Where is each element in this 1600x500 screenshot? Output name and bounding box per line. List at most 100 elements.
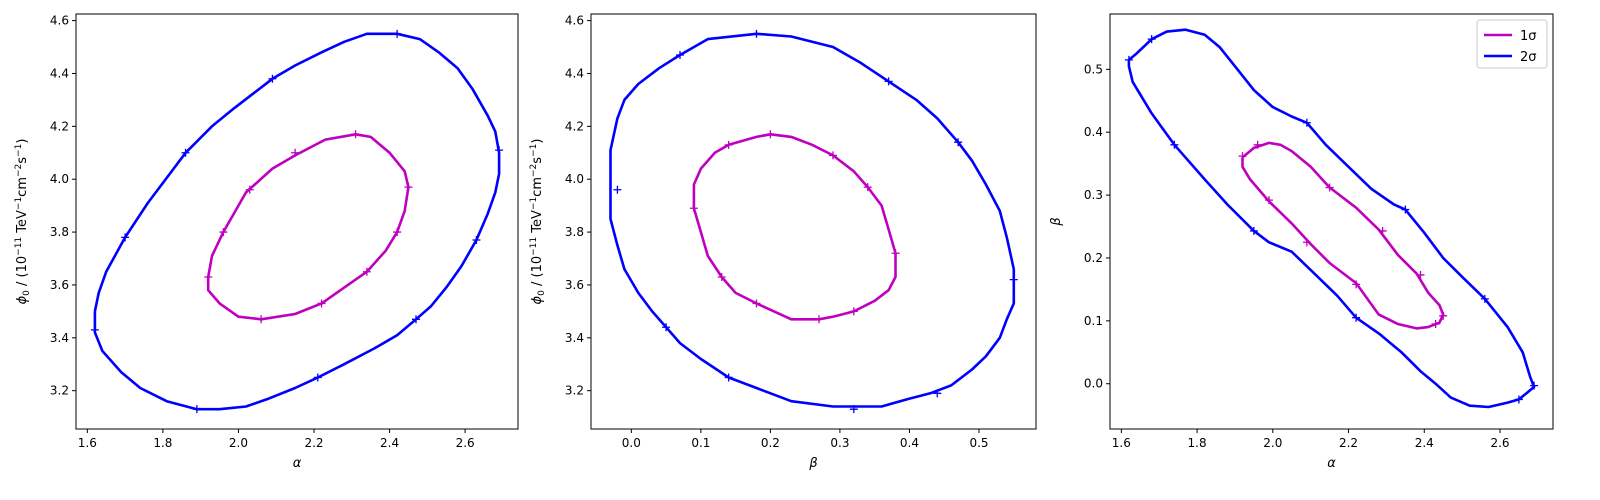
- data-point-marker: [1253, 140, 1262, 149]
- data-point-marker: [1431, 319, 1440, 328]
- data-point-marker: [1009, 275, 1018, 284]
- chart-panel-3: 1.6 1.8 2.0 2.2 2.4 2.6 0.0 0.1 0.2 0.3 0.4 0.5 α β 1σ…: [1049, 13, 1554, 471]
- y-tick-label: 0.4: [1084, 125, 1103, 139]
- data-point-marker: [752, 299, 761, 308]
- y-axis-label: β: [1049, 217, 1064, 226]
- y-tick-label: 3.6: [565, 278, 584, 292]
- series-line-2-sigma: [1127, 28, 1536, 409]
- data-point-marker: [90, 325, 99, 334]
- data-point-marker: [1302, 238, 1311, 247]
- x-tick-label: 0.3: [830, 436, 849, 450]
- y-tick-label: 4.0: [50, 172, 69, 186]
- data-point-marker: [268, 74, 277, 83]
- x-tick-label: 2.4: [380, 436, 399, 450]
- data-point-marker: [933, 389, 942, 398]
- x-axis-label: α: [1327, 456, 1336, 471]
- data-point-marker: [204, 273, 213, 282]
- x-tick-label: 0.5: [969, 436, 988, 450]
- data-point-marker: [849, 405, 858, 414]
- x-tick-label: 0.4: [900, 436, 919, 450]
- x-axis-label: β: [808, 456, 817, 471]
- data-point-marker: [1514, 395, 1523, 404]
- y-tick-label: 4.2: [50, 119, 69, 133]
- data-point-marker: [724, 373, 733, 382]
- series-line-2-sigma: [609, 32, 1016, 408]
- y-axis-label: ϕ0 / (10−11 TeV−1cm−2s−1): [529, 139, 547, 305]
- data-point-marker: [404, 183, 413, 192]
- data-point-marker: [1124, 55, 1133, 64]
- y-tick-label: 3.8: [565, 225, 584, 239]
- y-tick-label: 4.0: [565, 172, 584, 186]
- data-point-marker: [257, 315, 266, 324]
- series-line-1-sigma: [692, 133, 897, 321]
- y-tick-label: 3.6: [50, 278, 69, 292]
- y-tick-label: 0.3: [1084, 188, 1103, 202]
- chart-panel-1: 1.6 1.8 2.0 2.2 2.4 2.6 3.2 3.4 3.6 3.8 4.0 4.2 4.4 4…: [14, 13, 519, 471]
- axes-frame: [1109, 13, 1554, 430]
- data-point-marker: [192, 405, 201, 414]
- y-tick-label: 0.5: [1084, 62, 1103, 76]
- data-point-marker: [954, 138, 963, 147]
- data-point-marker: [351, 130, 360, 139]
- data-point-marker: [362, 267, 371, 276]
- series-line-1-sigma: [206, 133, 410, 321]
- data-point-marker: [752, 29, 761, 38]
- data-point-marker: [815, 315, 824, 324]
- data-point-marker: [891, 249, 900, 258]
- data-point-marker: [717, 273, 726, 282]
- data-point-marker: [393, 228, 402, 237]
- data-point-marker: [1416, 270, 1425, 279]
- data-point-marker: [1265, 196, 1274, 205]
- data-point-marker: [219, 228, 228, 237]
- x-tick-label: 2.4: [1415, 436, 1434, 450]
- data-point-marker: [662, 323, 671, 332]
- data-point-marker: [121, 233, 130, 242]
- axes-frame: [590, 13, 1037, 430]
- x-tick-label: 1.6: [78, 436, 97, 450]
- x-tick-label: 0.2: [761, 436, 780, 450]
- y-tick-label: 3.8: [50, 225, 69, 239]
- data-point-marker: [828, 151, 837, 160]
- series-line-2-sigma: [93, 32, 501, 411]
- data-point-marker: [1302, 118, 1311, 127]
- y-tick-label: 3.2: [565, 384, 584, 398]
- y-tick-label: 0.2: [1084, 251, 1103, 265]
- data-point-marker: [472, 236, 481, 245]
- x-tick-label: 1.6: [1112, 436, 1131, 450]
- x-tick-label: 2.0: [229, 436, 248, 450]
- data-point-marker: [1170, 140, 1179, 149]
- data-point-marker: [1530, 381, 1539, 390]
- x-tick-label: 2.2: [1339, 436, 1358, 450]
- y-tick-label: 4.4: [565, 66, 584, 80]
- data-point-marker: [1401, 205, 1410, 214]
- data-point-marker: [863, 183, 872, 192]
- x-tick-label: 1.8: [1188, 436, 1207, 450]
- data-point-marker: [849, 307, 858, 316]
- x-tick-label: 0.0: [622, 436, 641, 450]
- data-point-marker: [689, 204, 698, 213]
- data-point-marker: [613, 185, 622, 194]
- x-tick-label: 2.6: [456, 436, 475, 450]
- y-tick-label: 4.4: [50, 66, 69, 80]
- data-point-marker: [412, 315, 420, 324]
- data-point-marker: [313, 373, 322, 382]
- data-point-marker: [181, 148, 190, 157]
- x-tick-label: 1.8: [153, 436, 172, 450]
- y-tick-label: 0.0: [1084, 377, 1103, 391]
- data-point-marker: [1480, 294, 1489, 303]
- legend-label-2-sigma: 2σ: [1520, 50, 1537, 65]
- data-point-marker: [1352, 280, 1361, 289]
- data-point-marker: [317, 299, 326, 308]
- data-point-marker: [1325, 183, 1334, 192]
- y-tick-label: 0.1: [1084, 314, 1103, 328]
- x-tick-label: 0.1: [691, 436, 710, 450]
- legend-label-1-sigma: 1σ: [1520, 29, 1537, 44]
- x-axis-label: α: [293, 456, 302, 471]
- data-point-marker: [676, 50, 684, 59]
- y-tick-label: 4.6: [50, 14, 69, 28]
- data-point-marker: [1238, 152, 1247, 161]
- x-tick-label: 2.6: [1490, 436, 1509, 450]
- data-point-marker: [884, 77, 893, 86]
